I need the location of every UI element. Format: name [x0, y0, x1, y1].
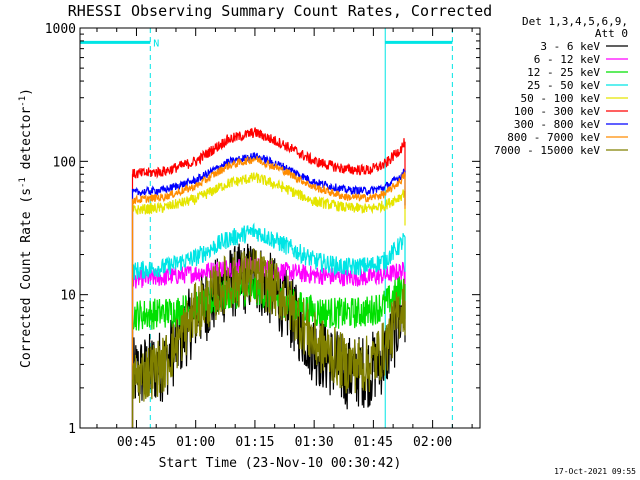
series-line-3: [131, 222, 406, 428]
legend-label-7: 800 - 7000 keV: [507, 131, 600, 144]
legend-header-1: Att 0: [595, 27, 628, 40]
legend-label-3: 25 - 50 keV: [527, 79, 600, 92]
x-tick-label-4: 01:45: [354, 435, 393, 450]
generation-timestamp: 17-Oct-2021 09:55: [554, 467, 636, 476]
series-lines: [131, 127, 406, 428]
series-line-7: [131, 155, 406, 428]
y-tick-label-3: 1000: [45, 22, 76, 37]
x-tick-label-5: 02:00: [413, 435, 452, 450]
x-tick-label-0: 00:45: [117, 435, 156, 450]
night-marker-label: N: [153, 38, 159, 49]
x-tick-label-3: 01:30: [295, 435, 334, 450]
y-axis-label: Corrected Count Rate (s-1 detector-1): [18, 88, 34, 368]
x-axis-label: Start Time (23-Nov-10 00:30:42): [159, 456, 402, 471]
legend-label-4: 50 - 100 keV: [521, 92, 601, 105]
legend-label-8: 7000 - 15000 keV: [494, 144, 600, 157]
y-tick-label-1: 10: [60, 289, 76, 304]
y-tick-label-2: 100: [53, 155, 76, 170]
legend-label-2: 12 - 25 keV: [527, 66, 600, 79]
y-tick-label-0: 1: [68, 422, 76, 437]
series-line-5: [131, 127, 406, 428]
legend-header-0: Det 1,3,4,5,6,9,: [522, 15, 628, 28]
x-tick-label-1: 01:00: [176, 435, 215, 450]
x-tick-label-2: 01:15: [235, 435, 274, 450]
series-line-8: [131, 248, 406, 428]
series-line-4: [131, 172, 406, 428]
plot-frame: [79, 27, 481, 429]
axes: 00:45 01:00 01:15 01:30 01:45 02:00 1 10 100 1000: [45, 22, 480, 450]
legend-label-1: 6 - 12 keV: [534, 53, 601, 66]
legend-label-5: 100 - 300 keV: [514, 105, 600, 118]
legend-label-0: 3 - 6 keV: [540, 40, 600, 53]
legend-label-6: 300 - 800 keV: [514, 118, 600, 131]
chart-title: RHESSI Observing Summary Count Rates, Co…: [68, 2, 492, 20]
